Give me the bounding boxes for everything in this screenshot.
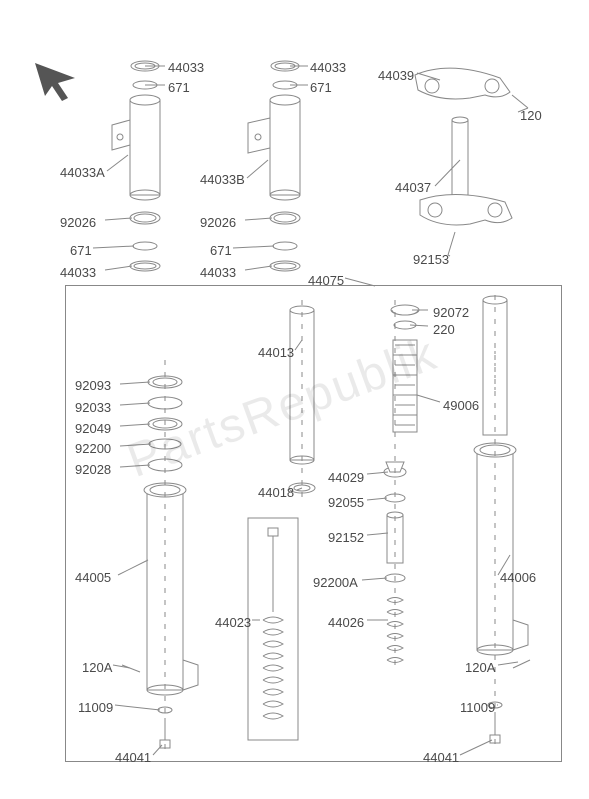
part-label-44029: 44029: [328, 470, 364, 485]
part-label-44075: 44075: [308, 273, 344, 288]
part-label-671_br: 671: [210, 243, 232, 258]
part-label-120A_r: 120A: [465, 660, 495, 675]
part-label-44033_br: 44033: [200, 265, 236, 280]
part-label-44033_tl: 44033: [168, 60, 204, 75]
part-label-44018: 44018: [258, 485, 294, 500]
part-label-44026: 44026: [328, 615, 364, 630]
part-label-11009_l: 11009: [78, 700, 113, 715]
part-label-92093: 92093: [75, 378, 111, 393]
part-label-44033B: 44033B: [200, 172, 245, 187]
part-label-671_tl: 671: [168, 80, 190, 95]
part-label-92200: 92200: [75, 441, 111, 456]
part-label-44005: 44005: [75, 570, 111, 585]
part-label-44039: 44039: [378, 68, 414, 83]
part-label-44037: 44037: [395, 180, 431, 195]
part-label-92152: 92152: [328, 530, 364, 545]
part-label-92072: 92072: [433, 305, 469, 320]
part-label-92026_l: 92026: [60, 215, 96, 230]
part-label-671_bl: 671: [70, 243, 92, 258]
part-label-44033_tr: 44033: [310, 60, 346, 75]
part-label-92055: 92055: [328, 495, 364, 510]
part-label-11009_r: 11009: [460, 700, 495, 715]
part-label-44013: 44013: [258, 345, 294, 360]
part-label-92033: 92033: [75, 400, 111, 415]
part-label-92200A: 92200A: [313, 575, 358, 590]
part-label-92028: 92028: [75, 462, 111, 477]
part-label-92153: 92153: [413, 252, 449, 267]
part-label-44041_r: 44041: [423, 750, 459, 765]
part-label-44033A: 44033A: [60, 165, 105, 180]
parts-diagram: PartsRepublik 44033671440336714403912044…: [0, 0, 589, 799]
part-label-220: 220: [433, 322, 455, 337]
part-label-671_tr: 671: [310, 80, 332, 95]
part-label-92049: 92049: [75, 421, 111, 436]
part-label-44023: 44023: [215, 615, 251, 630]
part-label-120A_l: 120A: [82, 660, 112, 675]
part-label-49006: 49006: [443, 398, 479, 413]
part-label-44041_l: 44041: [115, 750, 151, 765]
part-label-44006: 44006: [500, 570, 536, 585]
part-label-44033_bl: 44033: [60, 265, 96, 280]
part-label-92026_r: 92026: [200, 215, 236, 230]
part-label-120: 120: [520, 108, 542, 123]
